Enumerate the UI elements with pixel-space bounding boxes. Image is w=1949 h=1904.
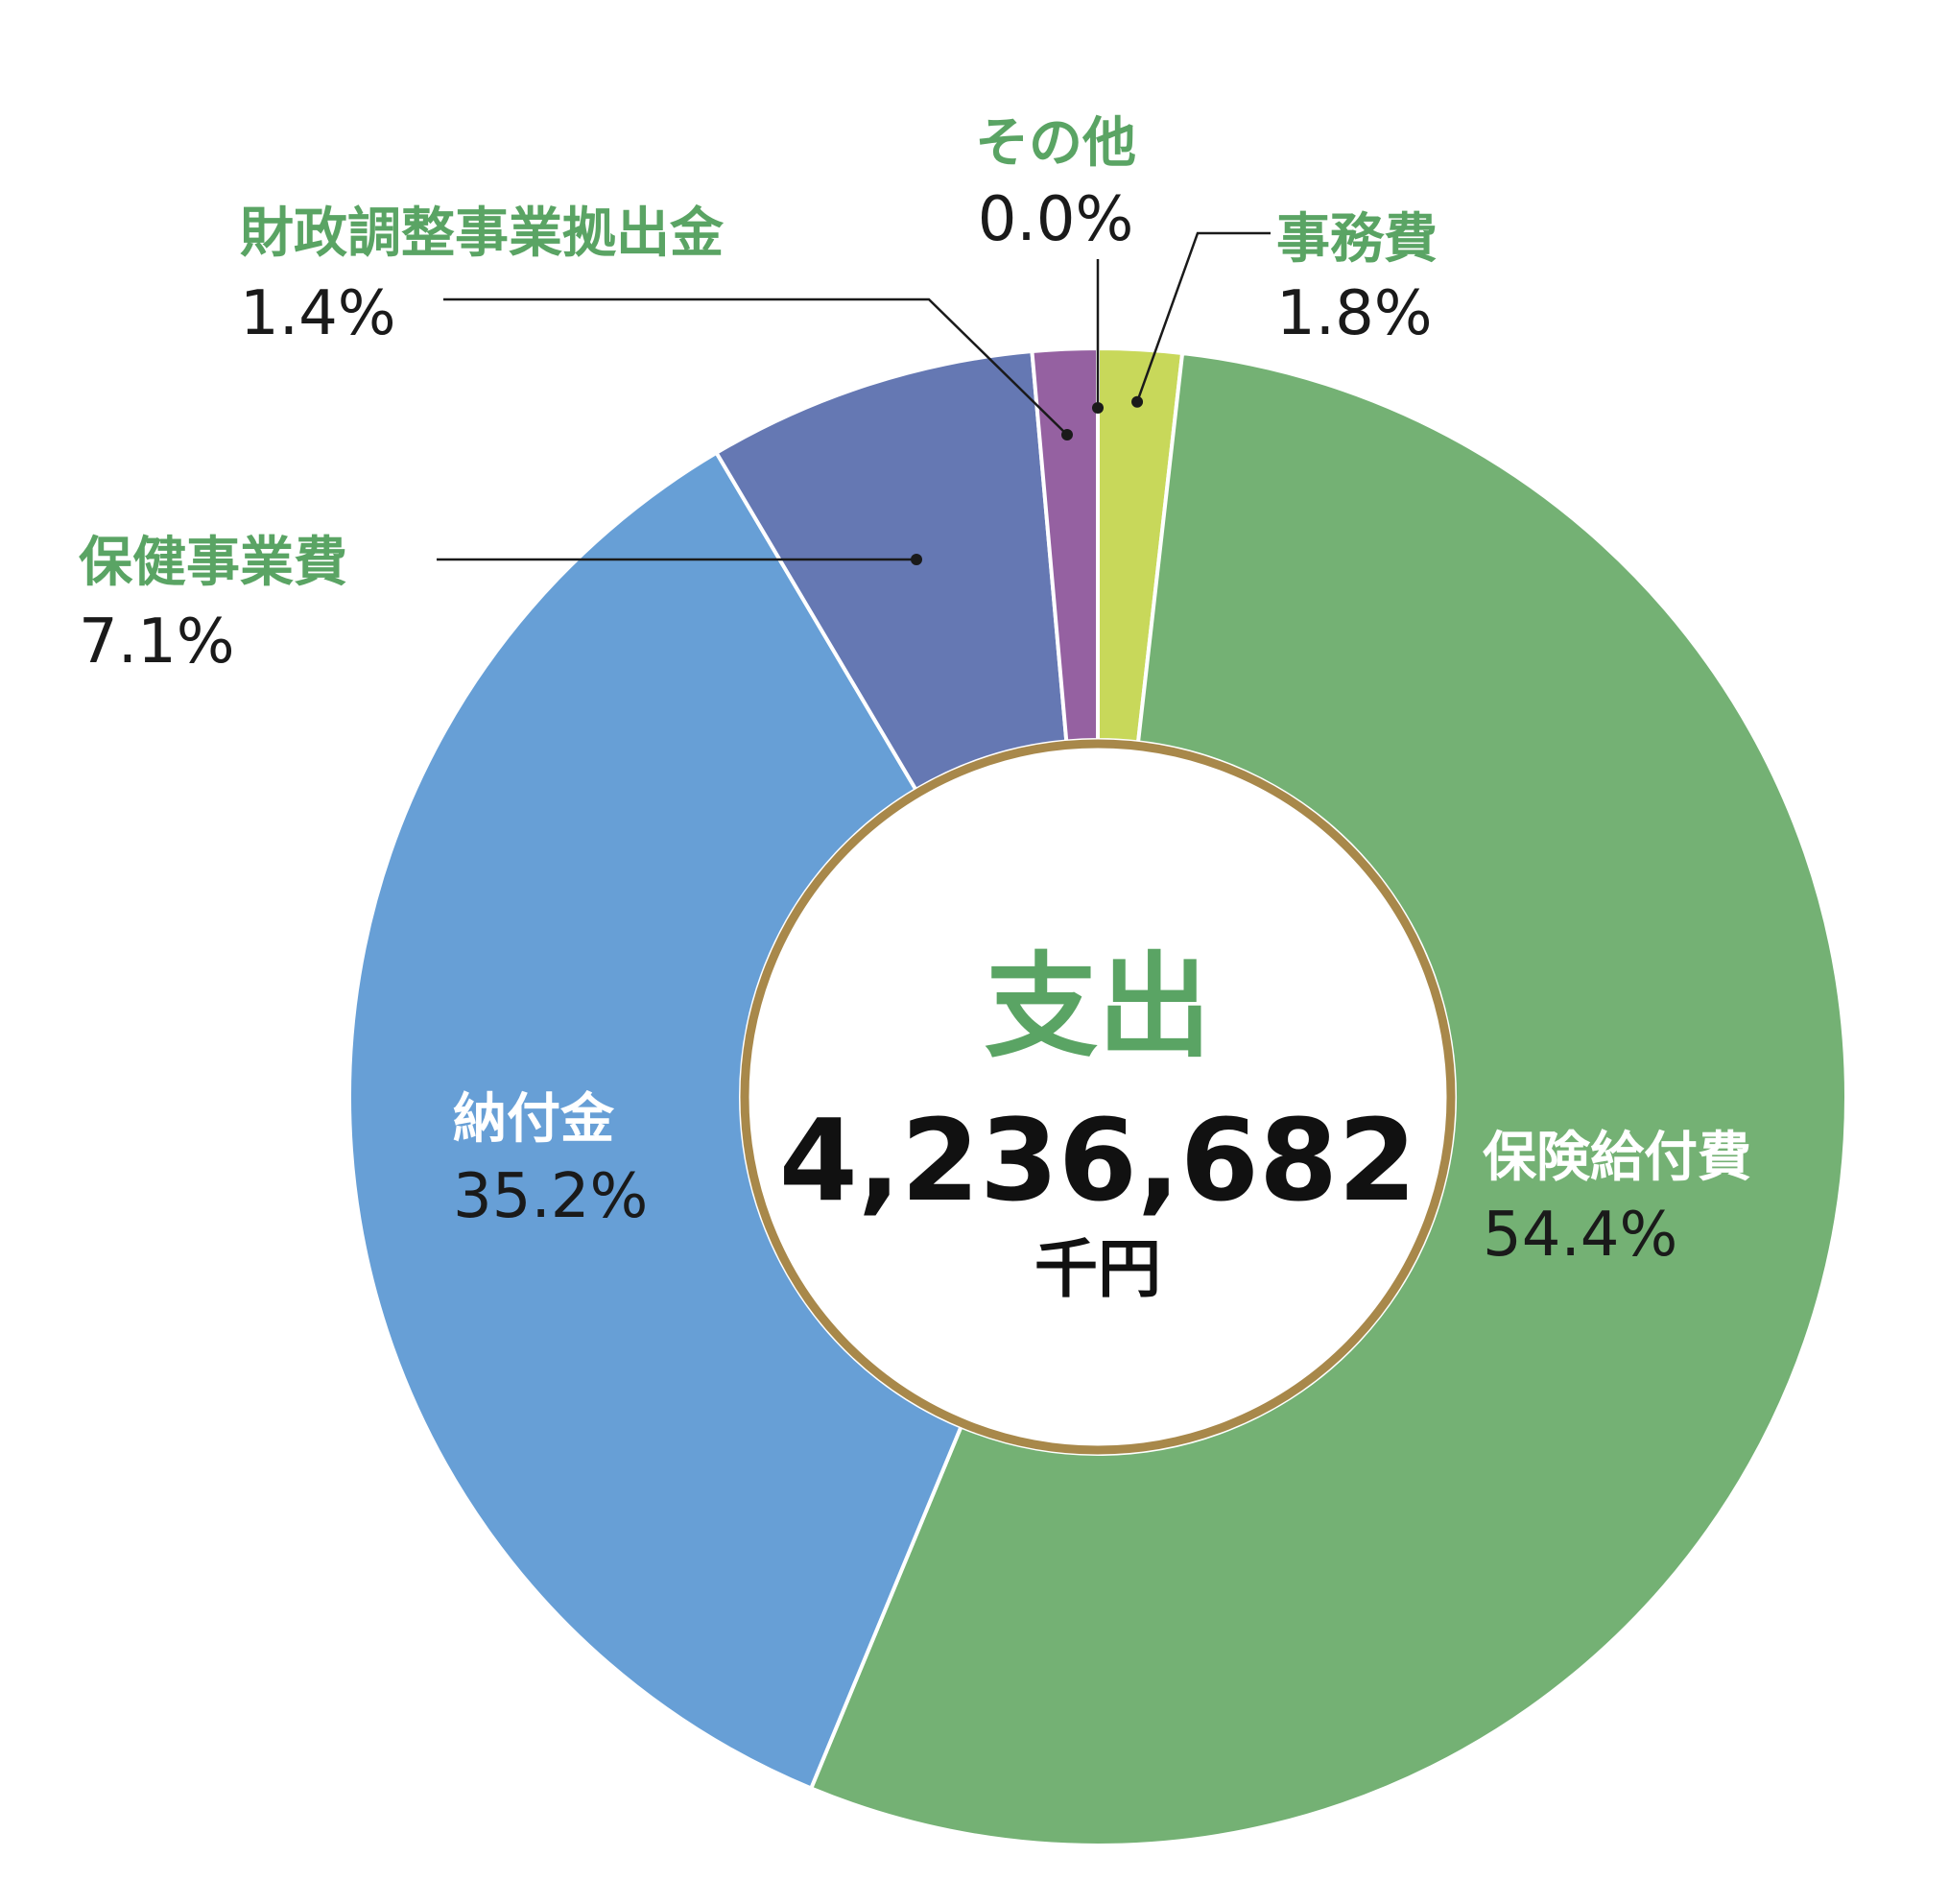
slice-percent-2: 35.2% [453,1161,648,1232]
slice-label-0: 事務費 [1276,208,1438,271]
slice-percent-5: 0.0% [978,184,1134,255]
slice-label-2: 納付金 [453,1088,615,1151]
leader-lines [437,231,1271,565]
slice-labels: 事務費 1.8% 保険給付費 54.4% 納付金 35.2% 保健事業費 7.1% 財政調整事業… [79,112,1751,1271]
slice-label-1: 保険給付費 [1483,1127,1751,1189]
slice-percent-0: 1.8% [1276,278,1433,349]
leader-dot-4 [1061,429,1073,440]
leader-line-4 [443,298,1068,436]
center-title: 支出 [985,940,1211,1073]
slice-percent-3: 7.1% [79,607,235,678]
slice-label-5: その他 [975,112,1136,175]
center-circle [740,739,1456,1455]
center-unit: 千円 [1034,1232,1161,1306]
leader-dot-0 [1131,395,1144,408]
slice-label-4: 財政調整事業拠出金 [240,202,725,265]
center-total: 4,236,682 [779,1094,1416,1226]
donut-slices [347,345,1848,1847]
slice-label-3: 保健事業費 [79,532,347,594]
slice-percent-1: 54.4% [1483,1200,1677,1271]
leader-dot-3 [911,554,922,565]
leader-dot-5 [1092,402,1104,414]
slice-percent-4: 1.4% [240,278,396,349]
leader-line-0 [1135,231,1271,403]
